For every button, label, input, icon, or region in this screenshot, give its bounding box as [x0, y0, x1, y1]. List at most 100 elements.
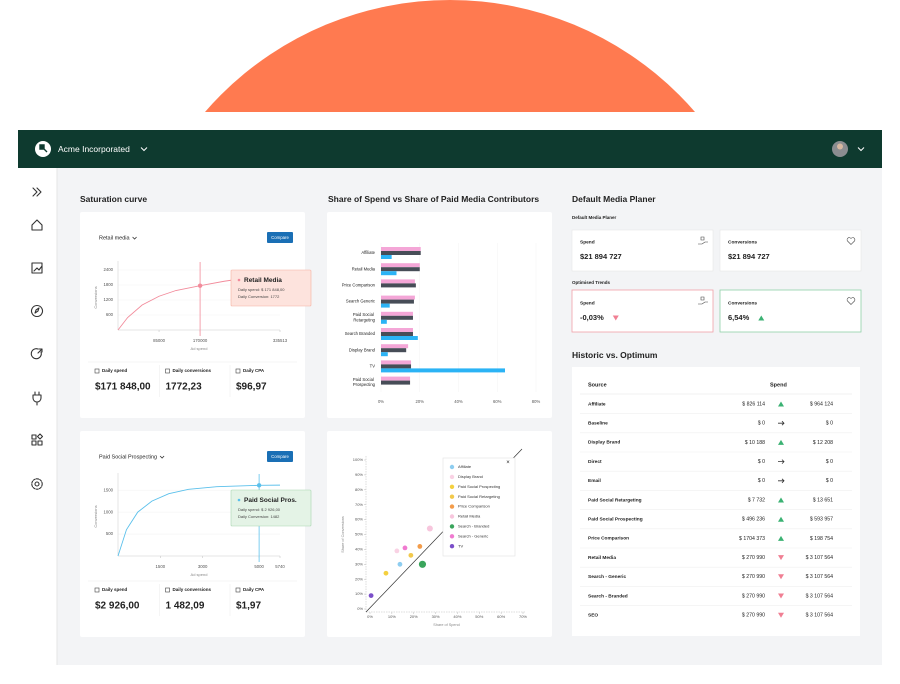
row-historic: $ 270 990	[742, 593, 765, 599]
row-historic: $ 270 990	[742, 613, 765, 619]
legend-label: Search - Generic	[458, 533, 488, 538]
x-tick-label: 70%	[519, 614, 527, 619]
compass-icon[interactable]	[31, 304, 43, 318]
y-tick-label: 60%	[355, 517, 363, 522]
company-chevron[interactable]	[140, 147, 148, 152]
tooltip-title: Paid Social Pros.	[244, 497, 297, 504]
expand-icon[interactable]	[32, 187, 42, 197]
y-tick-label: 20%	[355, 576, 363, 581]
tooltip-line: Daily Conversion: 1772	[238, 294, 280, 299]
legend-label: Price Comparison	[458, 504, 490, 509]
legend-swatch	[449, 494, 455, 499]
stat-label: Daily CPA	[243, 587, 265, 592]
channel-dropdown[interactable]: Retail media	[99, 235, 131, 241]
channel-dropdown[interactable]: Paid Social Prospecting	[99, 454, 157, 460]
bar	[381, 332, 413, 336]
header-bar	[18, 130, 882, 168]
settings-icon-ring[interactable]	[31, 478, 43, 490]
tooltip-line: Daily spend: $ 171 848,00	[238, 287, 285, 292]
compare-button-label[interactable]: Compare	[271, 235, 289, 240]
scatter-point	[383, 570, 389, 576]
row-optimum: $ 3 107 564	[806, 555, 834, 561]
legend-label: TV	[458, 543, 463, 548]
tooltip-title: Retail Media	[244, 277, 282, 284]
row-historic: $ 0	[758, 421, 765, 427]
y-tick-label: 1000	[103, 509, 113, 514]
bar	[381, 311, 413, 316]
tooltip-line: Daily Conversion: 1482	[238, 514, 280, 519]
stat-label: Daily conversions	[173, 368, 212, 373]
x-axis-label: Share of Spend	[433, 623, 459, 627]
stat-value: $171 848,00	[95, 382, 151, 393]
y-axis-label: Conversions	[93, 286, 98, 308]
scatter-point	[418, 560, 427, 568]
row-optimum: $ 0	[826, 459, 833, 465]
plug-icon[interactable]	[32, 391, 42, 406]
avatar-face	[837, 143, 843, 150]
apps-icon[interactable]	[31, 433, 44, 446]
trend-up	[778, 401, 784, 407]
scatter-point	[394, 548, 400, 554]
scatter-point	[426, 525, 433, 532]
bar	[381, 315, 413, 320]
scatter-point	[408, 552, 414, 558]
x-tick-label: 335513	[273, 338, 288, 343]
y-tick-label: 1500	[103, 487, 113, 492]
legend-swatch	[449, 484, 455, 489]
trend-value: 6,54%	[728, 313, 750, 322]
row-source: Price Comparison	[588, 536, 629, 542]
chart-icon[interactable]	[31, 262, 43, 274]
y-axis-label: Share of Conversions	[341, 516, 345, 553]
y-tick-label: 100%	[353, 457, 364, 462]
scatter-point	[417, 544, 423, 549]
category-label: TV	[370, 364, 376, 369]
compare-button[interactable]	[267, 451, 293, 462]
x-tick-label: 60%	[497, 614, 505, 619]
kpi-value: $21 894 727	[728, 252, 770, 261]
dropdown-chevron[interactable]	[132, 236, 137, 240]
settings-icon[interactable]	[34, 481, 40, 487]
bar	[381, 271, 397, 276]
selected-point	[197, 283, 203, 288]
y-tick-label: 600	[106, 312, 114, 317]
bar	[381, 328, 413, 332]
home-icon[interactable]	[31, 219, 43, 231]
x-tick-label: 40%	[453, 614, 461, 619]
x-axis-label: Ad spend	[191, 346, 208, 351]
compare-button-label[interactable]: Compare	[271, 454, 289, 459]
heart-icon	[846, 297, 856, 305]
money-icon	[698, 296, 708, 305]
stat-icon	[94, 587, 100, 593]
legend-swatch	[449, 514, 455, 519]
logo-mark	[39, 144, 48, 153]
row-historic: $ 496 236	[742, 517, 765, 523]
trend-label: Conversions	[728, 300, 757, 306]
row-optimum: $ 3 107 564	[806, 574, 834, 580]
legend	[442, 457, 516, 557]
section-title: Default Media Planer	[572, 194, 656, 204]
scatter-point	[402, 545, 408, 551]
bar	[381, 263, 420, 268]
growth-icon[interactable]	[30, 348, 43, 360]
avatar-chevron[interactable]	[857, 147, 865, 152]
dropdown-chevron[interactable]	[159, 455, 165, 459]
trend-label: Spend	[580, 300, 595, 306]
y-tick-label: 40%	[355, 546, 363, 551]
legend-swatch	[449, 534, 455, 539]
kpi-label: Spend	[580, 239, 595, 245]
y-tick-label: 50%	[355, 532, 363, 537]
compare-button[interactable]	[267, 232, 293, 243]
saturation-curve	[117, 484, 281, 557]
company-name[interactable]: Acme Incorporated	[58, 144, 130, 154]
trend-flat	[778, 420, 785, 426]
tooltip-line: Daily spend: $ 2 926,00	[238, 507, 281, 512]
legend-swatch	[449, 524, 455, 529]
sidebar	[18, 168, 57, 665]
stat-value: 1 482,09	[166, 601, 205, 612]
section-title: Saturation curve	[80, 194, 147, 204]
column-header: Source	[588, 382, 607, 388]
bar	[381, 352, 388, 357]
category-label: Search Generic	[346, 299, 375, 304]
legend-label: Paid Social Retargeting	[458, 494, 500, 499]
legend-close[interactable]: ×	[506, 460, 510, 466]
